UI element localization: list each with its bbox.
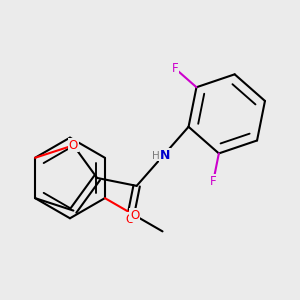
- Text: F: F: [172, 62, 178, 75]
- Text: F: F: [210, 175, 217, 188]
- Text: O: O: [69, 139, 78, 152]
- Text: N: N: [160, 149, 170, 162]
- Text: O: O: [130, 209, 139, 222]
- Text: H: H: [152, 151, 160, 160]
- Text: O: O: [125, 213, 134, 226]
